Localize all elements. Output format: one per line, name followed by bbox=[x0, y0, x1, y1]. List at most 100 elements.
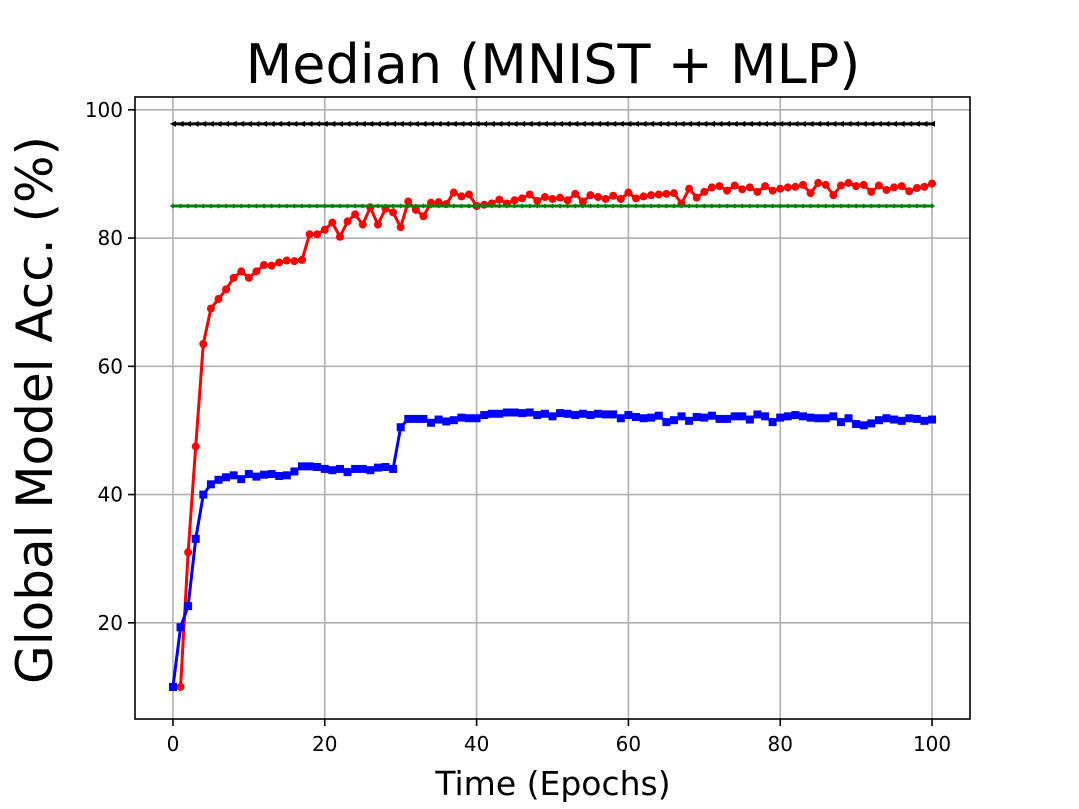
data-point bbox=[237, 267, 246, 276]
data-point bbox=[541, 203, 548, 209]
data-point bbox=[814, 178, 823, 187]
data-point bbox=[214, 294, 223, 303]
data-point bbox=[238, 120, 245, 127]
data-point bbox=[344, 120, 351, 127]
data-point bbox=[715, 182, 724, 191]
data-point bbox=[906, 203, 913, 209]
data-point bbox=[435, 203, 442, 209]
data-point bbox=[435, 120, 442, 127]
data-point bbox=[822, 203, 829, 209]
x-tick-label: 80 bbox=[768, 732, 793, 756]
data-point bbox=[921, 120, 928, 127]
data-point bbox=[244, 273, 253, 282]
data-point bbox=[625, 203, 632, 209]
data-point bbox=[214, 475, 223, 484]
data-point bbox=[601, 410, 610, 419]
data-point bbox=[868, 120, 875, 127]
data-point bbox=[836, 181, 845, 190]
data-point bbox=[169, 203, 176, 209]
data-point bbox=[716, 203, 723, 209]
data-point bbox=[701, 120, 708, 127]
data-point bbox=[465, 190, 473, 199]
data-point bbox=[191, 534, 200, 543]
data-point bbox=[526, 203, 533, 209]
data-point bbox=[784, 120, 791, 127]
data-point bbox=[586, 411, 595, 420]
data-point bbox=[837, 120, 844, 127]
data-point bbox=[488, 203, 495, 209]
data-point bbox=[267, 261, 276, 270]
data-point bbox=[783, 183, 792, 192]
data-point bbox=[768, 418, 777, 427]
data-point bbox=[707, 183, 716, 192]
data-point bbox=[291, 120, 298, 127]
data-point bbox=[412, 203, 419, 209]
data-point bbox=[677, 412, 686, 421]
data-point bbox=[223, 203, 230, 209]
data-point bbox=[830, 120, 837, 127]
data-point bbox=[434, 198, 443, 207]
data-point bbox=[275, 258, 284, 267]
data-point bbox=[822, 120, 829, 127]
data-point bbox=[419, 414, 428, 423]
data-point bbox=[624, 188, 633, 197]
data-point bbox=[897, 416, 906, 425]
data-point bbox=[275, 471, 284, 480]
data-point bbox=[557, 203, 564, 209]
data-point bbox=[373, 220, 382, 229]
data-point bbox=[686, 203, 693, 209]
data-point bbox=[206, 304, 215, 313]
data-point bbox=[920, 182, 929, 191]
data-point bbox=[929, 203, 936, 209]
data-point bbox=[192, 120, 199, 127]
data-point bbox=[518, 194, 527, 203]
data-point bbox=[867, 419, 876, 428]
data-point bbox=[700, 187, 709, 196]
data-point bbox=[897, 182, 906, 191]
data-point bbox=[335, 464, 344, 473]
data-point bbox=[329, 120, 336, 127]
data-point bbox=[519, 120, 526, 127]
data-point bbox=[533, 196, 542, 205]
data-point bbox=[290, 257, 299, 266]
data-point bbox=[670, 120, 677, 127]
data-point bbox=[229, 273, 238, 282]
data-point bbox=[640, 120, 647, 127]
data-point bbox=[472, 414, 481, 423]
data-point bbox=[579, 120, 586, 127]
data-point bbox=[912, 414, 921, 423]
data-point bbox=[510, 408, 519, 417]
data-point bbox=[261, 120, 268, 127]
data-point bbox=[800, 120, 806, 127]
data-point bbox=[390, 120, 397, 127]
data-point bbox=[465, 414, 473, 423]
data-point bbox=[245, 120, 252, 127]
data-point bbox=[488, 120, 495, 127]
data-point bbox=[495, 409, 504, 418]
data-point bbox=[595, 203, 602, 209]
data-point bbox=[692, 193, 701, 202]
data-point bbox=[382, 203, 389, 209]
data-point bbox=[184, 548, 193, 557]
data-point bbox=[738, 185, 747, 194]
data-point bbox=[541, 120, 548, 127]
data-point bbox=[185, 203, 192, 209]
data-point bbox=[663, 203, 670, 209]
data-point bbox=[761, 182, 770, 191]
data-point bbox=[821, 414, 830, 423]
data-point bbox=[625, 120, 632, 127]
data-point bbox=[563, 196, 572, 205]
data-point bbox=[723, 186, 732, 195]
data-point bbox=[739, 120, 746, 127]
plot-area-frame bbox=[134, 96, 971, 720]
data-point bbox=[724, 120, 731, 127]
data-point bbox=[852, 182, 861, 191]
data-point bbox=[799, 180, 807, 189]
data-point bbox=[510, 196, 519, 205]
data-point bbox=[777, 120, 784, 127]
data-point bbox=[662, 418, 671, 427]
data-point bbox=[639, 414, 648, 423]
data-point bbox=[800, 203, 806, 209]
data-point bbox=[305, 462, 314, 471]
data-point bbox=[739, 203, 746, 209]
